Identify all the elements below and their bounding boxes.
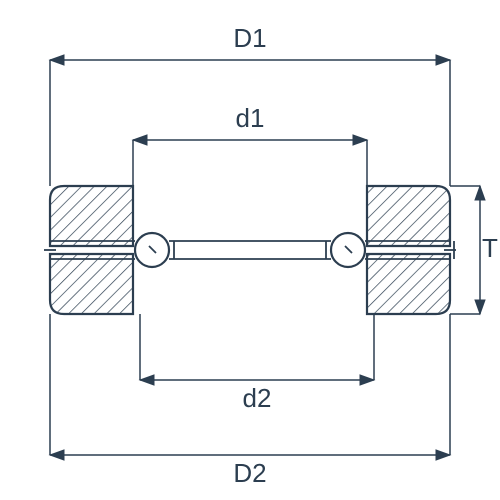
bearing-cross-section: D1 d1 d2 D2 T <box>0 0 500 500</box>
dim-label-D1: D1 <box>233 23 266 53</box>
dim-label-T: T <box>482 233 498 263</box>
dim-label-D2: D2 <box>233 458 266 488</box>
dim-label-d2: d2 <box>243 383 272 413</box>
race-hatched-sections <box>0 0 500 500</box>
dim-label-d1: d1 <box>236 103 265 133</box>
